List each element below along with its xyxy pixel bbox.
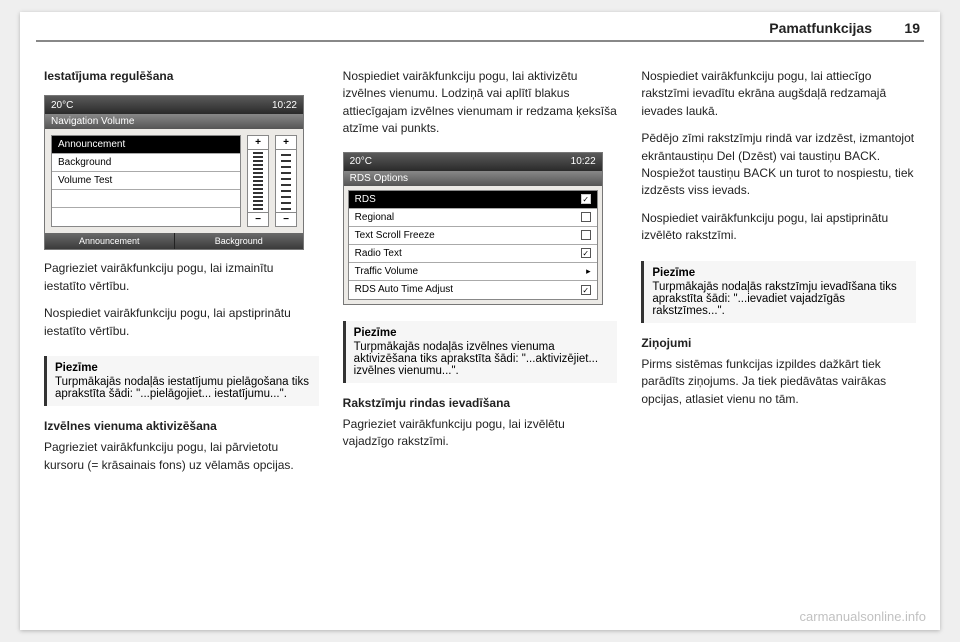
col2-note-body: Turpmākajās nodaļās izvēlnes vienuma akt…: [354, 341, 610, 377]
col2-p1: Nospiediet vairākfunkciju pogu, lai akti…: [343, 68, 618, 138]
col3-p2: Pēdējo zīmi rakstzīmju rindā var izdzēst…: [641, 130, 916, 200]
device1-footer-announcement[interactable]: Announcement: [45, 233, 175, 249]
col3-p4: Pirms sistēmas funkcijas izpildes dažkār…: [641, 356, 916, 408]
device2-item-label: Radio Text: [355, 248, 402, 259]
device1-item-empty: [52, 190, 240, 208]
header-rule: [36, 40, 924, 42]
checkbox-on-icon: [581, 285, 591, 295]
page: Pamatfunkcijas 19 Iestatījuma regulēšana…: [20, 12, 940, 630]
device1-statusbar: 20°C 10:22: [45, 96, 303, 114]
device2-item-label: Text Scroll Freeze: [355, 230, 435, 241]
device2-list: RDS Regional Text Scroll Freeze Rad: [348, 190, 598, 300]
header-section: Pamatfunkcijas: [769, 20, 872, 36]
device2-item-label: RDS Auto Time Adjust: [355, 284, 453, 295]
device1-item-announcement[interactable]: Announcement: [52, 136, 240, 154]
device2-temp: 20°C: [350, 156, 372, 167]
checkbox-on-icon: [581, 194, 591, 204]
col3-p1: Nospiediet vairākfunkciju pogu, lai atti…: [641, 68, 916, 120]
slider-plus-icon[interactable]: +: [276, 136, 296, 150]
checkbox-off-icon: [581, 212, 591, 222]
column-2: Nospiediet vairākfunkciju pogu, lai akti…: [343, 68, 618, 610]
slider-track[interactable]: [281, 152, 291, 210]
slider-plus-icon[interactable]: +: [248, 136, 268, 150]
device1-list: Announcement Background Volume Test: [51, 135, 241, 227]
checkbox-off-icon: [581, 230, 591, 240]
col1-heading: Iestatījuma regulēšana: [44, 68, 319, 85]
device1-item-volumetest[interactable]: Volume Test: [52, 172, 240, 190]
device1-slider-announcement[interactable]: + −: [247, 135, 269, 227]
device1-footer-background[interactable]: Background: [175, 233, 304, 249]
device2-body: RDS Regional Text Scroll Freeze Rad: [344, 186, 602, 304]
col2-note-title: Piezīme: [354, 327, 610, 339]
device2-title: RDS Options: [344, 171, 602, 186]
col1-subheading: Izvēlnes vienuma aktivizēšana: [44, 418, 319, 435]
col3-note-title: Piezīme: [652, 267, 908, 279]
header-page-number: 19: [904, 20, 920, 36]
columns: Iestatījuma regulēšana 20°C 10:22 Naviga…: [44, 68, 916, 610]
device2-item-rdsautotime[interactable]: RDS Auto Time Adjust: [349, 281, 597, 299]
device2-item-radiotext[interactable]: Radio Text: [349, 245, 597, 263]
col1-p2: Nospiediet vairākfunkciju pogu, lai apst…: [44, 305, 319, 340]
col1-p1: Pagrieziet vairākfunkciju pogu, lai izma…: [44, 260, 319, 295]
slider-track[interactable]: [253, 152, 263, 210]
device1-title: Navigation Volume: [45, 114, 303, 129]
device2-item-label: Traffic Volume: [355, 266, 418, 277]
device1-temp: 20°C: [51, 100, 73, 111]
checkbox-on-icon: [581, 248, 591, 258]
col1-note-body: Turpmākajās nodaļās iestatījumu pielāgoš…: [55, 376, 311, 400]
col1-p3: Pagrieziet vairākfunkciju pogu, lai pārv…: [44, 439, 319, 474]
col2-note: Piezīme Turpmākajās nodaļās izvēlnes vie…: [343, 321, 618, 383]
device2-item-label: Regional: [355, 212, 394, 223]
chevron-right-icon: [586, 266, 591, 277]
device2-time: 10:22: [571, 156, 596, 167]
column-3: Nospiediet vairākfunkciju pogu, lai atti…: [641, 68, 916, 610]
device-rds-options: 20°C 10:22 RDS Options RDS Regional: [343, 152, 603, 305]
column-1: Iestatījuma regulēšana 20°C 10:22 Naviga…: [44, 68, 319, 610]
device2-item-textscroll[interactable]: Text Scroll Freeze: [349, 227, 597, 245]
slider-minus-icon[interactable]: −: [248, 212, 268, 226]
col3-note: Piezīme Turpmākajās nodaļās rakstzīmju i…: [641, 261, 916, 323]
device1-time: 10:22: [272, 100, 297, 111]
device1-item-empty: [52, 208, 240, 226]
col2-p2: Pagrieziet vairākfunkciju pogu, lai izvē…: [343, 416, 618, 451]
slider-minus-icon[interactable]: −: [276, 212, 296, 226]
device2-item-regional[interactable]: Regional: [349, 209, 597, 227]
device1-body: Announcement Background Volume Test +: [45, 129, 303, 233]
device1-footer: Announcement Background: [45, 233, 303, 249]
device2-item-label: RDS: [355, 194, 376, 205]
col3-note-body: Turpmākajās nodaļās rakstzīmju ievadīšan…: [652, 281, 908, 317]
device2-item-rds[interactable]: RDS: [349, 191, 597, 209]
device1-item-background[interactable]: Background: [52, 154, 240, 172]
col2-subheading: Rakstzīmju rindas ievadīšana: [343, 395, 618, 412]
device2-statusbar: 20°C 10:22: [344, 153, 602, 171]
device1-item-label: Background: [58, 157, 111, 168]
watermark: carmanualsonline.info: [800, 609, 926, 624]
col3-p3: Nospiediet vairākfunkciju pogu, lai apst…: [641, 210, 916, 245]
col1-note: Piezīme Turpmākajās nodaļās iestatījumu …: [44, 356, 319, 406]
device1-slider-background[interactable]: + −: [275, 135, 297, 227]
device-nav-volume: 20°C 10:22 Navigation Volume Announcemen…: [44, 95, 304, 250]
device1-item-label: Volume Test: [58, 175, 112, 186]
col3-subheading: Ziņojumi: [641, 335, 916, 352]
page-header: Pamatfunkcijas 19: [20, 16, 940, 40]
device1-item-label: Announcement: [58, 139, 125, 150]
device2-item-trafficvolume[interactable]: Traffic Volume: [349, 263, 597, 281]
col1-note-title: Piezīme: [55, 362, 311, 374]
